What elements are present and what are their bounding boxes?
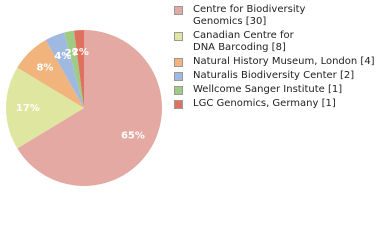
slice-label: 2%: [65, 48, 82, 59]
pie-slice: [64, 30, 84, 108]
legend-swatch: [174, 86, 183, 95]
legend-item: Centre for Biodiversity Genomics [30]: [174, 4, 318, 28]
slice-label: 17%: [16, 103, 40, 114]
slice-label: 4%: [54, 51, 71, 62]
legend-label: Canadian Centre for DNA Barcoding [8]: [193, 30, 294, 53]
legend-label: Centre for Biodiversity Genomics [30]: [193, 4, 306, 27]
legend-swatch: [174, 32, 183, 41]
slice-label: 65%: [121, 131, 145, 142]
legend-item: Natural History Museum, London [4]: [174, 56, 378, 68]
pie-slice: [17, 30, 163, 186]
legend-label: LGC Genomics, Germany [1]: [193, 98, 336, 109]
legend-swatch: [174, 100, 183, 109]
legend-label: Naturalis Biodiversity Center [2]: [193, 70, 355, 81]
legend-swatch: [174, 72, 183, 81]
legend-label: Wellcome Sanger Institute [1]: [193, 84, 343, 95]
pie-slice: [74, 30, 84, 108]
pie-slice: [6, 67, 84, 149]
legend-swatch: [174, 58, 183, 67]
pie-slice: [17, 40, 84, 108]
legend-item: Wellcome Sanger Institute [1]: [174, 84, 378, 96]
legend-item: Canadian Centre for DNA Barcoding [8]: [174, 30, 318, 54]
legend-swatch: [174, 6, 183, 15]
slice-label: 8%: [36, 63, 53, 74]
legend-item: LGC Genomics, Germany [1]: [174, 98, 378, 110]
pie-slice: [45, 32, 84, 108]
legend: Centre for Biodiversity Genomics [30] Can…: [174, 4, 378, 112]
pie: 65% 17% 8%4%2%2%: [6, 30, 163, 186]
slice-label: 2%: [72, 47, 89, 58]
legend-label: Natural History Museum, London [4]: [193, 56, 375, 67]
legend-item: Naturalis Biodiversity Center [2]: [174, 70, 378, 82]
